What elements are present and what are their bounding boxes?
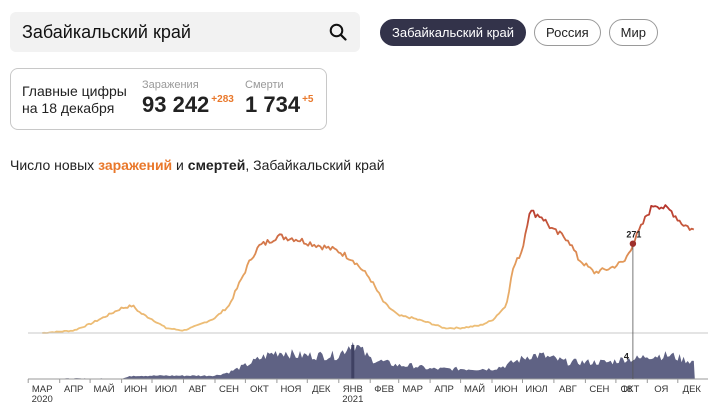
x-tick-label: ИЮЛ [155,384,177,395]
x-tick-label: АПР [434,384,453,395]
x-tick-label: ОКТ [621,384,640,395]
chart-title-middle: и [172,157,188,173]
cases-series [42,204,695,334]
x-tick-label: ИЮН [124,384,147,395]
x-tick-label: АПР [64,384,83,395]
chart-title-deaths: смертей [187,157,246,173]
search-icon[interactable] [328,22,348,42]
deaths-area [42,342,695,379]
x-tick-label: НОЯ [280,384,301,395]
cases-delta: +283 [211,94,234,105]
x-tick-label: МАЙ [94,383,115,395]
x-tick-label: МАР [402,384,423,395]
search-input[interactable] [22,21,328,43]
stats-caption-line2: на 18 декабря [22,100,115,116]
deaths-delta: +5 [302,94,314,105]
x-tick-label: АВГ [189,384,207,395]
x-year-label: 2021 [342,394,363,405]
search-box[interactable] [10,12,360,52]
deaths-stat: Смерти 1 734 +5 [245,79,313,118]
chart-title-cases: заражений [98,157,173,173]
stats-caption-line1: Главные цифры [22,83,127,99]
stats-caption: Главные цифры на 18 декабря [22,83,132,117]
x-tick-label: СЕН [219,384,239,395]
region-tabs: Забайкальский край Россия Мир [380,19,658,46]
cases-marker-label: 271 [626,230,641,240]
chart-title-suffix: , Забайкальский край [245,157,385,173]
cases-line [42,204,695,334]
x-tick-label: ОЯ [654,384,668,395]
cases-marker-dot[interactable] [629,240,637,247]
deaths-value-row: 1 734 +5 [245,92,313,118]
tab-russia[interactable]: Россия [534,19,601,46]
x-tick-label: ФЕВ [374,384,394,395]
x-tick-label: ДЕК [683,384,702,395]
marker-day-label: 18 [622,384,633,395]
cases-value-row: 93 242 +283 [142,92,234,118]
stats-card: Главные цифры на 18 декабря Заражения 93… [10,68,327,130]
x-tick-label: АВГ [559,384,577,395]
x-axis: МАР АПР МАЙ ИЮН ИЮЛ АВГ СЕН ОКТ НОЯ ДЕК ЯНВ ФЕВ МАР А… [27,379,702,405]
deaths-spike [351,345,355,379]
cases-label: Заражения [142,79,199,91]
x-tick-label: МАР [32,384,53,395]
x-tick-label: ОКТ [250,384,269,395]
tab-region[interactable]: Забайкальский край [380,19,527,46]
x-tick-label: ДЕК [312,384,331,395]
cases-deaths-chart[interactable]: МАР АПР МАЙ ИЮН ИЮЛ АВГ СЕН ОКТ НОЯ ДЕК ЯНВ ФЕВ МАР А… [0,185,720,405]
tab-world[interactable]: Мир [608,19,658,46]
x-year-label: 2020 [32,394,53,405]
deaths-value: 1 734 [245,92,301,117]
x-tick-label: СЕН [589,384,609,395]
cases-stat: Заражения 93 242 +283 [142,79,234,118]
deaths-series [42,342,695,379]
cases-value: 93 242 [142,92,210,117]
x-tick-label: ЯНВ [343,384,363,395]
chart-title-prefix: Число новых [10,157,99,173]
annotations: 271 4 18 [622,230,642,395]
deaths-marker-label: 4 [624,352,629,362]
x-tick-label: МАЙ [464,383,485,395]
chart-title: Число новых заражений и смертей, Забайка… [10,157,385,173]
x-tick-label: ИЮЛ [525,384,547,395]
deaths-label: Смерти [245,79,284,91]
x-tick-label: ИЮН [494,384,517,395]
